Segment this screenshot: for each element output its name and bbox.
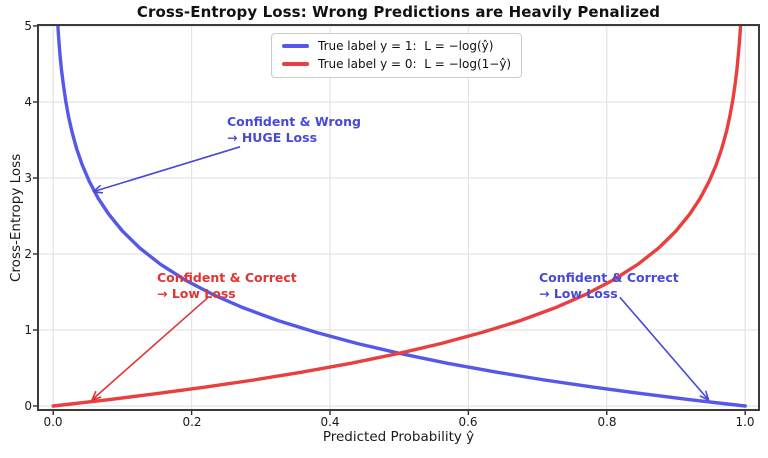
y-tick-label: 4	[24, 95, 32, 109]
axes-spines	[37, 24, 760, 411]
annotation-line: → Low Loss	[539, 285, 618, 301]
legend-item-0: True label y = 1: L = −log(ŷ)	[282, 39, 511, 53]
annotation-line: Confident & Correct	[539, 270, 679, 285]
confident-correct-low-loss-blue-text: Confident & Correct → Low Loss	[539, 270, 679, 302]
x-tick-label: 0.2	[182, 415, 202, 429]
annotation-line: → HUGE Loss	[227, 129, 318, 145]
annotation-line: Confident & Correct	[157, 270, 297, 285]
x-tick-label: 1.0	[735, 415, 755, 429]
y-tick-label: 2	[24, 247, 32, 261]
confident-correct-low-loss-blue-arrow	[619, 296, 710, 401]
loss-curve-y1	[56, 24, 747, 408]
y-tick-label: 3	[24, 171, 32, 185]
annotation-line: Confident & Wrong	[227, 114, 361, 129]
x-tick-label: 0.6	[458, 415, 478, 429]
confident-correct-low-loss-blue-arrowhead	[699, 390, 710, 401]
y-tick-label: 5	[24, 19, 32, 33]
legend-label: True label y = 0: L = −log(1−ŷ)	[318, 57, 512, 71]
confident-correct-low-loss-red-arrow	[91, 296, 209, 401]
x-tick-label: 0.8	[597, 415, 617, 429]
confident-wrong-huge-loss-arrowhead	[92, 184, 104, 194]
x-axis-label: Predicted Probability ŷ	[322, 429, 475, 445]
confident-correct-low-loss-red-text: Confident & Correct → Low Loss	[157, 270, 297, 302]
x-tick-label: 0.0	[43, 415, 63, 429]
annotation-line: → Low Loss	[157, 285, 236, 301]
legend-line-swatch	[282, 44, 309, 48]
confident-wrong-huge-loss-arrow	[93, 146, 241, 193]
confident-wrong-huge-loss-text: Confident & Wrong → HUGE Loss	[227, 114, 361, 146]
y-axis-label: Cross-Entropy Loss	[8, 153, 24, 282]
chart-title: Cross-Entropy Loss: Wrong Predictions ar…	[136, 3, 661, 21]
x-tick-label: 0.4	[320, 415, 340, 429]
y-tick-label: 0	[24, 399, 32, 413]
loss-curve-y0	[51, 24, 743, 408]
y-tick-label: 1	[24, 323, 32, 337]
legend: True label y = 1: L = −log(ŷ) True label …	[271, 33, 523, 78]
legend-label: True label y = 1: L = −log(ŷ)	[318, 39, 494, 53]
legend-item-1: True label y = 0: L = −log(1−ŷ)	[282, 57, 511, 71]
confident-correct-low-loss-red-arrowhead	[91, 390, 102, 401]
legend-line-swatch	[282, 62, 309, 66]
